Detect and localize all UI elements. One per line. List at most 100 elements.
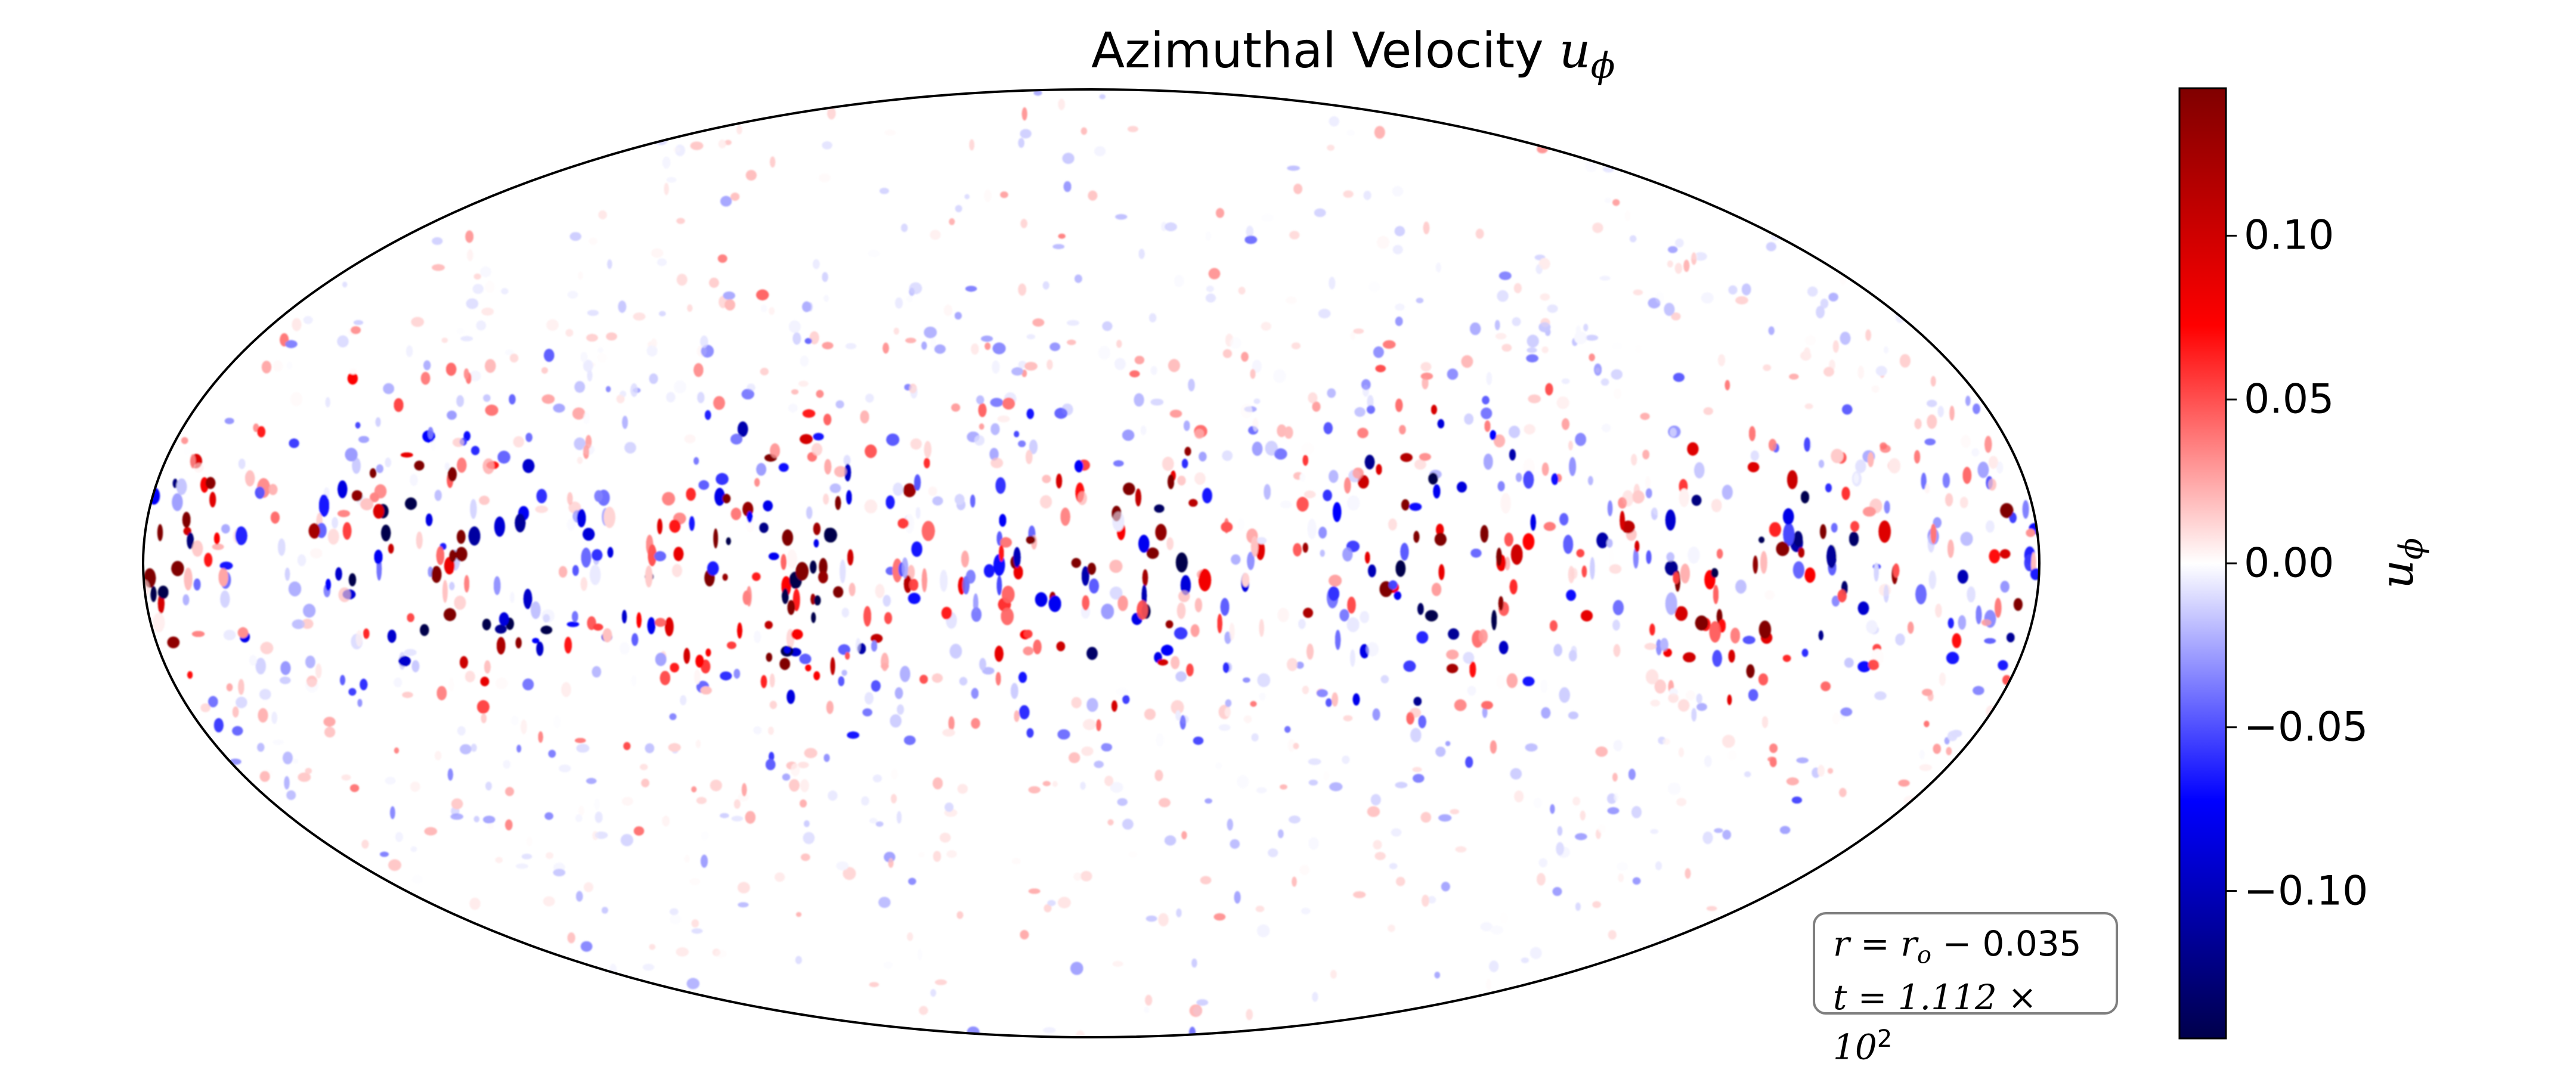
field-cell bbox=[905, 337, 917, 343]
field-cell bbox=[510, 592, 515, 603]
field-cell bbox=[1596, 532, 1609, 548]
field-cell bbox=[1880, 442, 1887, 449]
field-cell bbox=[480, 677, 490, 687]
field-cell bbox=[620, 834, 633, 846]
field-cell bbox=[1094, 146, 1106, 157]
field-cell bbox=[813, 671, 821, 681]
field-cell bbox=[1438, 564, 1445, 581]
field-cell bbox=[1919, 764, 1932, 771]
field-cell bbox=[1342, 755, 1350, 764]
field-cell bbox=[1744, 771, 1751, 777]
field-cell bbox=[1388, 518, 1397, 531]
field-cell bbox=[1447, 368, 1459, 380]
field-cell bbox=[642, 963, 655, 971]
field-cell bbox=[1522, 533, 1535, 550]
field-cell bbox=[1329, 277, 1336, 290]
field-cell bbox=[1326, 698, 1332, 707]
field-cell bbox=[347, 372, 358, 385]
field-cell bbox=[595, 811, 603, 823]
field-cell bbox=[1844, 658, 1854, 668]
field-cell bbox=[1289, 231, 1300, 240]
field-cell bbox=[1323, 489, 1332, 501]
field-cell bbox=[1291, 342, 1301, 349]
field-cell bbox=[691, 786, 697, 793]
field-cell bbox=[697, 392, 705, 404]
field-cell bbox=[510, 715, 519, 725]
field-cell bbox=[261, 361, 272, 374]
field-cell bbox=[1174, 275, 1184, 287]
field-cell bbox=[1804, 567, 1816, 583]
field-cell bbox=[1420, 362, 1432, 371]
field-cell bbox=[485, 281, 495, 293]
field-cell bbox=[286, 790, 296, 800]
field-cell bbox=[1493, 434, 1506, 448]
field-cell bbox=[1171, 700, 1184, 715]
field-cell bbox=[1018, 361, 1027, 369]
field-cell bbox=[447, 410, 457, 420]
field-cell bbox=[450, 813, 463, 820]
field-cell bbox=[843, 867, 856, 880]
field-cell bbox=[1820, 681, 1831, 691]
field-cell bbox=[623, 742, 631, 751]
field-cell bbox=[1194, 598, 1203, 613]
field-cell bbox=[722, 573, 728, 581]
field-cell bbox=[707, 561, 719, 576]
field-cell bbox=[713, 528, 719, 548]
field-cell bbox=[1112, 960, 1123, 967]
field-cell bbox=[943, 304, 953, 317]
field-cell bbox=[1481, 407, 1493, 420]
field-cell bbox=[951, 403, 961, 412]
field-cell bbox=[548, 749, 556, 758]
field-cell bbox=[1196, 999, 1209, 1006]
field-cell bbox=[955, 204, 962, 213]
field-cell bbox=[1067, 320, 1079, 326]
field-cell bbox=[332, 517, 338, 529]
field-cell bbox=[521, 719, 527, 734]
field-cell bbox=[769, 752, 775, 761]
field-cell bbox=[753, 726, 762, 734]
field-cell bbox=[172, 493, 183, 511]
field-cell bbox=[666, 392, 676, 403]
field-cell bbox=[546, 852, 554, 860]
field-cell bbox=[1234, 891, 1241, 904]
field-cell bbox=[1436, 523, 1444, 536]
field-cell bbox=[1568, 441, 1573, 451]
field-cell bbox=[209, 492, 216, 508]
field-cell bbox=[1930, 376, 1936, 387]
field-cell bbox=[1128, 851, 1138, 858]
field-cell bbox=[1116, 687, 1129, 696]
field-cell bbox=[1150, 398, 1164, 406]
field-cell bbox=[515, 863, 529, 869]
field-cell bbox=[1498, 271, 1512, 280]
field-cell bbox=[1428, 896, 1436, 904]
field-cell bbox=[444, 462, 450, 470]
field-cell bbox=[1831, 596, 1840, 607]
field-cell bbox=[1714, 828, 1723, 833]
field-cell bbox=[578, 805, 584, 816]
field-cell bbox=[738, 793, 750, 802]
field-cell bbox=[469, 370, 481, 382]
field-cell bbox=[917, 948, 922, 960]
field-cell bbox=[1237, 775, 1249, 789]
field-cell bbox=[1193, 736, 1204, 745]
field-cell bbox=[1252, 441, 1263, 456]
field-cell bbox=[989, 448, 999, 461]
field-cell bbox=[578, 271, 583, 280]
field-cell bbox=[516, 745, 522, 753]
field-cell bbox=[1086, 647, 1098, 660]
field-cell bbox=[795, 956, 802, 965]
field-cell bbox=[1287, 739, 1296, 752]
field-cell bbox=[1414, 459, 1426, 470]
field-cell bbox=[1611, 342, 1623, 351]
field-cell bbox=[273, 360, 283, 372]
field-cell bbox=[1071, 558, 1082, 568]
field-cell bbox=[271, 711, 277, 724]
field-cell bbox=[1199, 451, 1207, 462]
field-cell bbox=[1927, 414, 1937, 429]
field-cell bbox=[395, 832, 403, 842]
field-cell bbox=[1374, 126, 1385, 139]
field-cell bbox=[1608, 548, 1615, 567]
field-cell bbox=[945, 437, 956, 452]
field-cell bbox=[315, 663, 322, 679]
